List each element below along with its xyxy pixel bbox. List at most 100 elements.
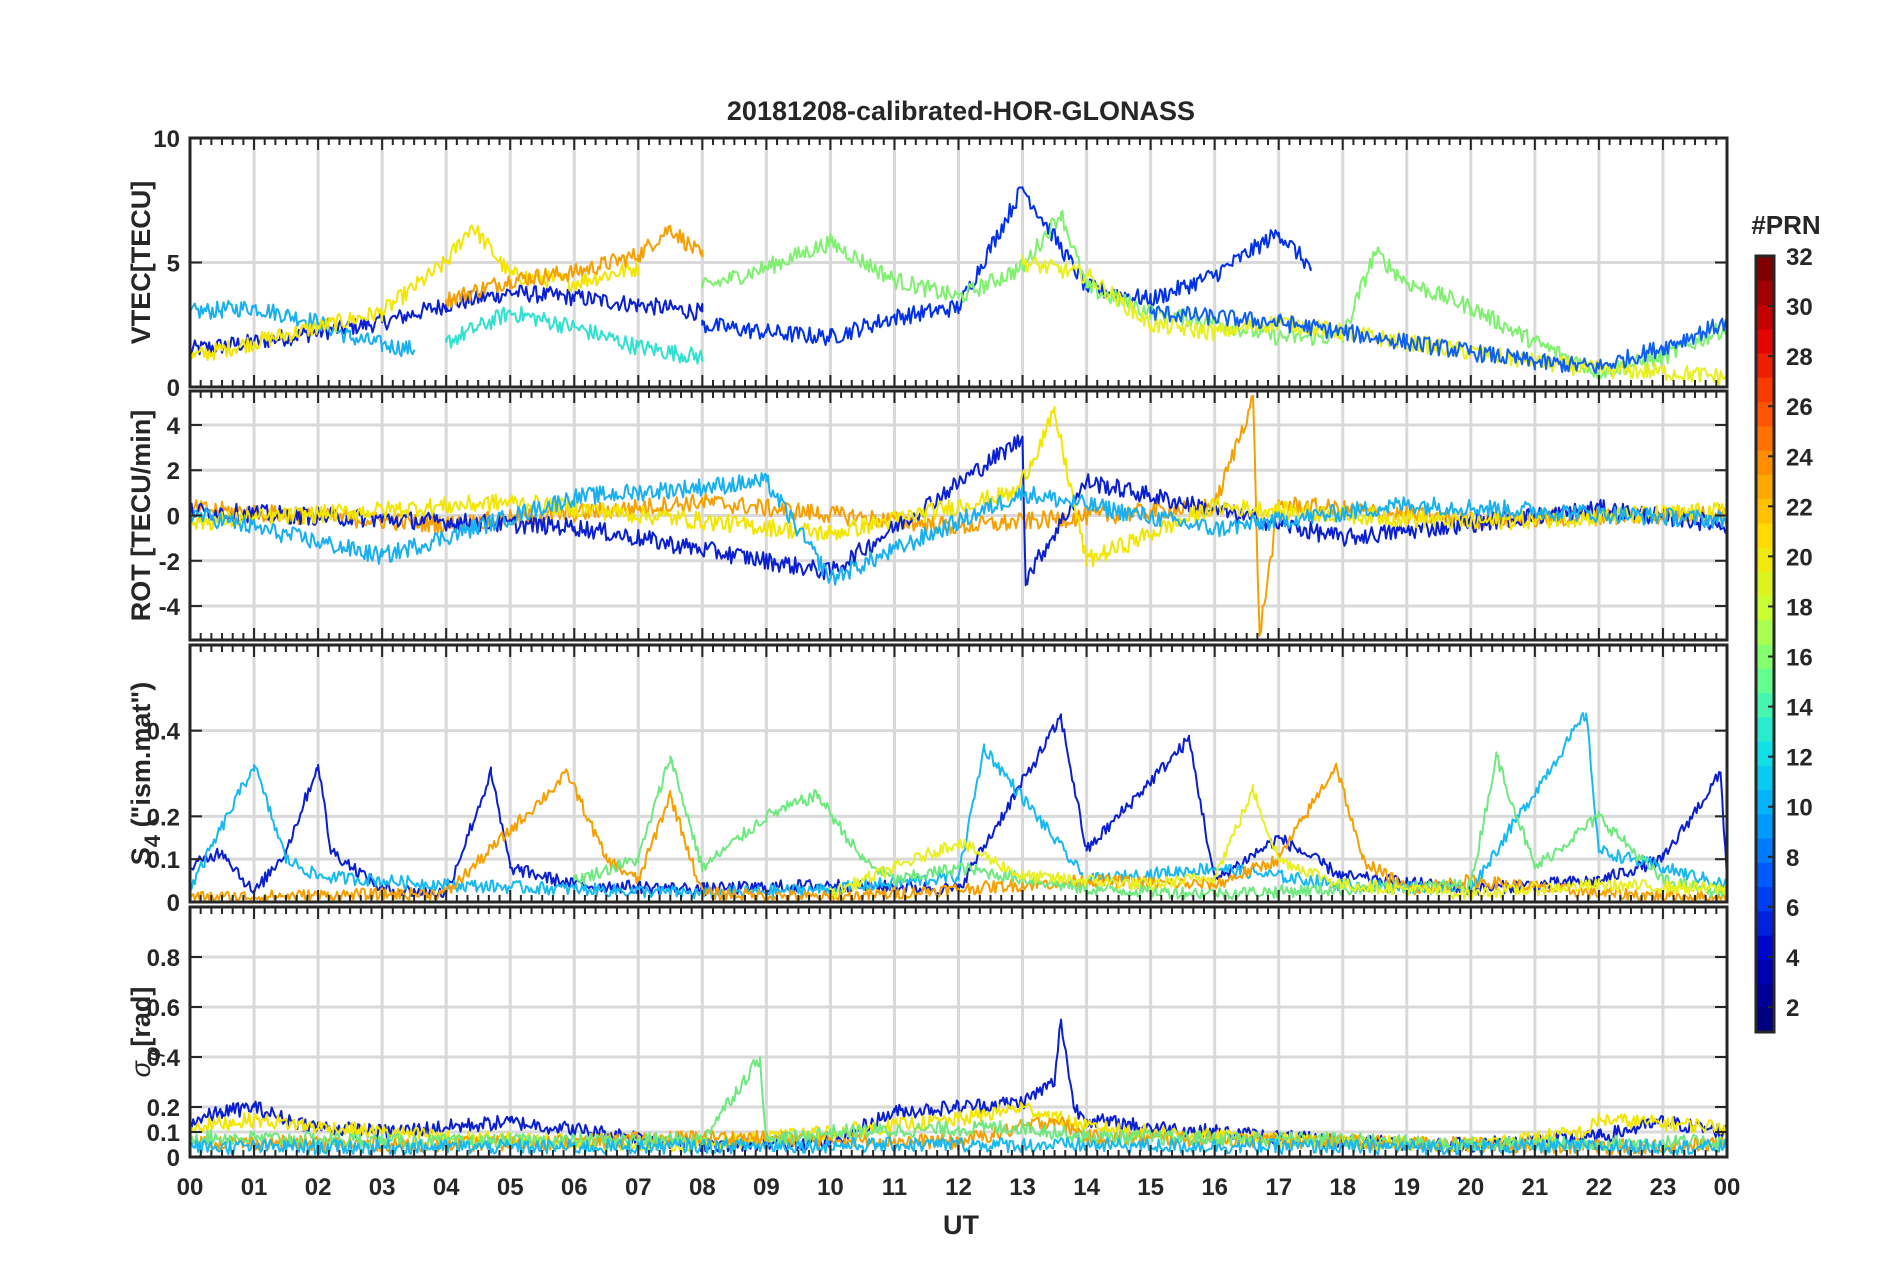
series-line-prn-9 [190, 299, 416, 358]
colorbar-tick-label: 2 [1786, 995, 1799, 1022]
xtick-label: 10 [817, 1174, 844, 1201]
series-line-prn-9 [190, 472, 1727, 586]
ytick-label: 0.8 [147, 945, 180, 972]
colorbar-segment [1756, 353, 1774, 378]
series-line-prn-13 [445, 305, 704, 365]
xtick-label: 02 [305, 1174, 332, 1201]
colorbar-segment [1756, 474, 1774, 500]
colorbar-frame [1754, 254, 1776, 1034]
ytick-label: 0 [167, 504, 180, 531]
colorbar-tick-label: 22 [1786, 494, 1813, 521]
panel-rot: -4 -2 0 2 4 ROT [TECU/min] [126, 389, 1729, 642]
panels: 0 5 10 VTEC[TECU] -4 -2 0 2 4 ROT [TECU/min] 0 0.1 0… [126, 126, 1729, 1172]
colorbar-segment [1756, 304, 1774, 330]
ytick-label: -2 [159, 549, 180, 576]
xtick-label: 14 [1073, 1174, 1100, 1201]
colorbar-tick-label: 20 [1786, 544, 1813, 571]
colorbar-tick-label: 16 [1786, 645, 1813, 672]
xtick-label: 15 [1137, 1174, 1164, 1201]
y-axis-label: ROT [TECU/min] [126, 410, 156, 621]
xtick-label: 16 [1201, 1174, 1228, 1201]
x-axis-label: UT [943, 1210, 979, 1240]
xtick-label: 12 [945, 1174, 972, 1201]
xtick-label: 01 [241, 1174, 268, 1201]
xtick-label: 13 [1009, 1174, 1036, 1201]
colorbar-segment [1756, 571, 1774, 597]
xtick-label: 08 [689, 1174, 716, 1201]
colorbar-tick-label: 6 [1786, 895, 1799, 922]
xtick-label: 23 [1650, 1174, 1677, 1201]
colorbar-segment [1756, 595, 1774, 621]
colorbar-segment [1756, 838, 1774, 863]
series-line-prn-7 [1149, 305, 1727, 374]
colorbar-segment [1756, 619, 1774, 645]
colorbar-segment [1756, 765, 1774, 791]
xtick-label: 04 [433, 1174, 460, 1201]
colorbar-segment [1756, 692, 1774, 718]
ytick-label: 4 [167, 413, 181, 440]
y-axis-label-rest: [rad] [126, 987, 156, 1047]
colorbar-tick-label: 18 [1786, 594, 1813, 621]
series-line-prn-10 [190, 712, 1727, 900]
xtick-label: 17 [1265, 1174, 1292, 1201]
xtick-label: 22 [1586, 1174, 1613, 1201]
colorbar-tick-label: 8 [1786, 845, 1799, 872]
colorbar-tick-label: 24 [1786, 444, 1813, 471]
y-axis-label: σφ[rad] [126, 987, 165, 1078]
colorbar-segment [1756, 425, 1774, 451]
colorbar-segment [1756, 450, 1774, 475]
colorbar-segment [1756, 256, 1774, 281]
series-line-prn-22 [445, 225, 704, 308]
xtick-label: 21 [1522, 1174, 1549, 1201]
series-line-prn-19 [829, 784, 1727, 900]
ytick-label: 0 [167, 375, 180, 402]
colorbar-segment [1756, 547, 1774, 572]
ytick-label: 2 [167, 458, 180, 485]
colorbar-segment [1756, 401, 1774, 427]
colorbar-segment [1756, 959, 1774, 985]
panel-data [190, 186, 1727, 386]
colorbar-segment [1756, 668, 1774, 694]
colorbar-segment [1756, 789, 1774, 815]
y-axis-label-main: S [126, 847, 156, 865]
ytick-label: 0.4 [147, 1045, 181, 1072]
ytick-label: 5 [167, 251, 180, 278]
colorbar-segment [1756, 716, 1774, 742]
colorbar-segment [1756, 983, 1774, 1009]
ytick-label: 0.1 [147, 847, 180, 874]
y-axis-label: VTEC[TECU] [126, 181, 156, 345]
xtick-label: 18 [1329, 1174, 1356, 1201]
colorbar-segment [1756, 1007, 1774, 1033]
ytick-label: 0 [167, 1145, 180, 1172]
x-axis-ticks: 00 01 02 03 04 05 06 07 08 09 10 11 12 13 14 15 16 17 18 19… [177, 1174, 1741, 1201]
colorbar-tick-label: 26 [1786, 394, 1813, 421]
y-axis-label-sub: 4 [140, 834, 165, 847]
colorbar-segment [1756, 280, 1774, 306]
colorbar-segment [1756, 522, 1774, 548]
xtick-label: 06 [561, 1174, 588, 1201]
panel-sigmaphi: 00.10.2 0.4 0.6 0.8 σφ[rad] [126, 905, 1729, 1172]
panel-s4: 00.10.20.4S4 ("ism.mat") [126, 643, 1729, 917]
series-line-prn-4 [701, 186, 1312, 346]
xtick-label: 03 [369, 1174, 396, 1201]
panel-vtec: 0 5 10 VTEC[TECU] [126, 126, 1729, 402]
xtick-label: 09 [753, 1174, 780, 1201]
ytick-label: 10 [153, 126, 180, 153]
colorbar-segment [1756, 377, 1774, 403]
ytick-label: 0 [167, 890, 180, 917]
colorbar-segment [1756, 741, 1774, 766]
colorbar-segment [1756, 813, 1774, 839]
colorbar-segment [1756, 910, 1774, 936]
colorbar-tick-label: 28 [1786, 344, 1813, 371]
y-axis-label: S4 ("ism.mat") [126, 682, 165, 865]
y-axis-label-main: σ [126, 1059, 156, 1077]
colorbar-segment [1756, 644, 1774, 669]
colorbar-segment [1756, 328, 1774, 354]
ytick-label: -4 [159, 594, 181, 621]
colorbar-label: #PRN [1751, 210, 1820, 240]
colorbar-tick-label: 30 [1786, 294, 1813, 321]
xtick-label: 00 [1714, 1174, 1741, 1201]
colorbar-tick-label: 12 [1786, 745, 1813, 772]
ytick-label: 0.2 [147, 804, 180, 831]
